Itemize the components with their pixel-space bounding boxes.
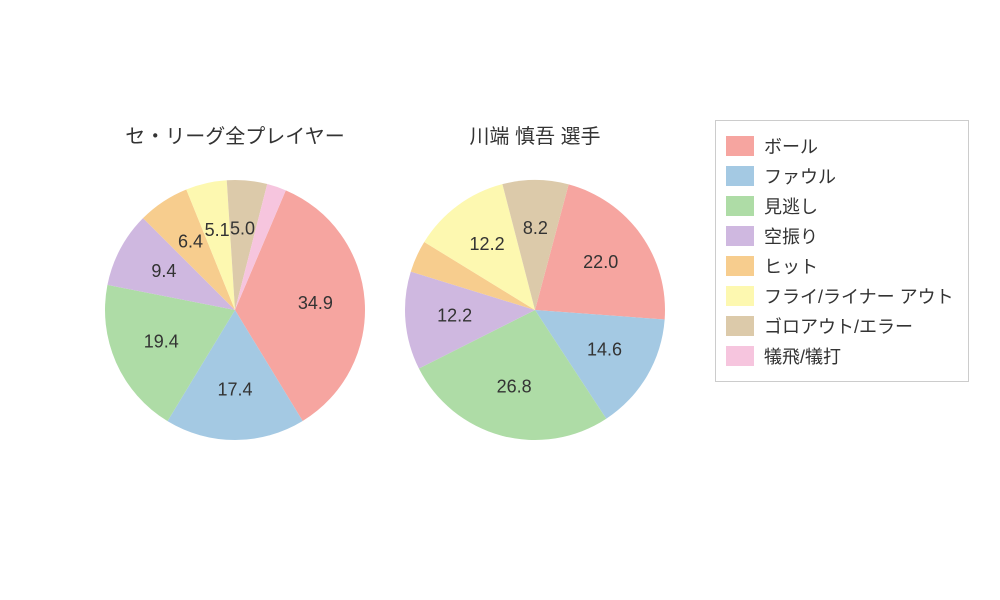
pie-slice-label-player-ball: 22.0 (583, 252, 618, 272)
legend-swatch-whiff (726, 226, 754, 246)
pie-slice-label-league-foul: 17.4 (218, 379, 253, 399)
pie-slice-label-league-whiff: 9.4 (151, 261, 176, 281)
pie-title-player: 川端 慎吾 選手 (335, 120, 735, 149)
pie-slice-label-player-miss: 26.8 (497, 377, 532, 397)
pie-slice-label-league-ball: 34.9 (298, 293, 333, 313)
legend-swatch-foul (726, 166, 754, 186)
pie-slice-label-player-whiff: 12.2 (437, 305, 472, 325)
legend-item-foul: ファウル (726, 161, 954, 191)
legend-item-ground_err: ゴロアウト/エラー (726, 311, 954, 341)
pie-league: 34.9 17.4 19.4 9.46.45.15.0 (103, 178, 367, 442)
pie-slice-label-player-foul: 14.6 (587, 340, 622, 360)
legend-label-foul: ファウル (764, 163, 836, 189)
chart-stage: セ・リーグ全プレイヤー34.917.419.49.46.45.15.0川端 慎吾… (0, 0, 1000, 600)
pie-player: 22.0 14.6 26.8 12.2 12.2 8.2 (403, 178, 667, 442)
legend-label-miss: 見逃し (764, 193, 818, 219)
legend-swatch-sac (726, 346, 754, 366)
pie-slice-label-player-fly_liner: 12.2 (470, 234, 505, 254)
legend-item-hit: ヒット (726, 251, 954, 281)
legend-swatch-miss (726, 196, 754, 216)
legend-item-sac: 犠飛/犠打 (726, 341, 954, 371)
pie-slice-label-league-miss: 19.4 (144, 331, 179, 351)
legend-swatch-ball (726, 136, 754, 156)
legend-label-hit: ヒット (764, 253, 818, 279)
legend-swatch-fly_liner (726, 286, 754, 306)
legend-item-miss: 見逃し (726, 191, 954, 221)
legend-swatch-ground_err (726, 316, 754, 336)
legend: ボールファウル見逃し空振りヒットフライ/ライナー アウトゴロアウト/エラー犠飛/… (715, 120, 969, 382)
legend-label-ball: ボール (764, 133, 818, 159)
legend-label-ground_err: ゴロアウト/エラー (764, 313, 913, 339)
legend-item-fly_liner: フライ/ライナー アウト (726, 281, 954, 311)
legend-label-whiff: 空振り (764, 223, 818, 249)
legend-label-fly_liner: フライ/ライナー アウト (764, 283, 954, 309)
pie-slice-label-league-hit: 6.4 (178, 232, 203, 252)
legend-label-sac: 犠飛/犠打 (764, 343, 841, 369)
pie-slice-label-player-ground_err: 8.2 (523, 218, 548, 238)
legend-swatch-hit (726, 256, 754, 276)
pie-slice-label-league-fly_liner: 5.1 (205, 220, 230, 240)
pie-slice-label-league-ground_err: 5.0 (230, 219, 255, 239)
legend-item-ball: ボール (726, 131, 954, 161)
legend-item-whiff: 空振り (726, 221, 954, 251)
